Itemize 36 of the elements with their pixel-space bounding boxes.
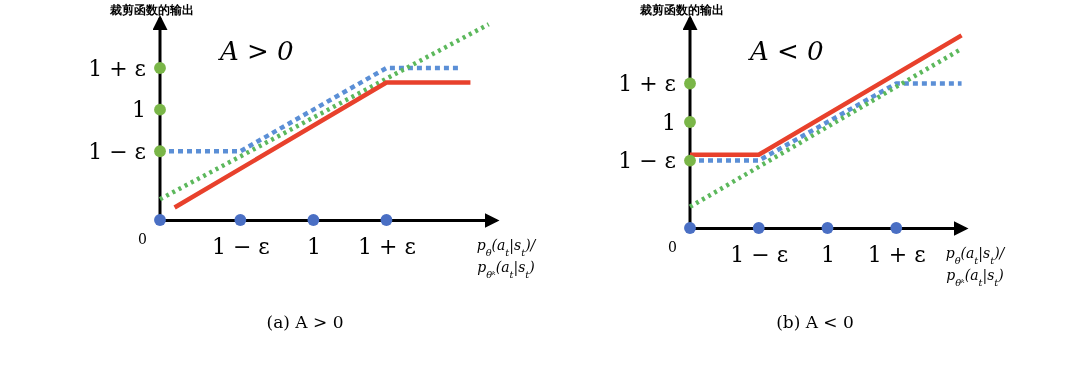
point [380,214,393,226]
point [684,116,696,128]
text: (b) A < 0 [776,312,854,332]
x-tick-label: 1 − ε [730,241,789,267]
annotation: A > 0 [218,36,294,66]
text: (a) A > 0 [266,312,344,332]
x-tick-label: 1 [821,241,835,267]
point [154,214,166,226]
point [821,222,834,234]
text: p$_{θ}$(a$_{t}$|s$_{t}$)/p$_{θᵏ}$(a$_{t}$|s$_{t}$) [945,245,1005,288]
x-tick-label: 1 + ε [867,241,926,267]
point [684,154,696,167]
y-tick-label: 1 − ε [618,148,676,174]
point [752,222,765,234]
y-tick-label: 1 [132,97,146,123]
text: 0 [668,239,677,255]
point [684,77,696,90]
text: 0 [138,231,147,247]
point [234,214,247,226]
annotation: A < 0 [748,36,824,66]
point [154,62,166,74]
point [684,222,696,234]
point [154,145,166,158]
x-tick-label: 1 [306,233,321,259]
x-tick-label: 1 − ε [211,233,270,259]
y-tick-label: 1 [662,109,676,135]
y-tick-label: 1 + ε [88,55,146,81]
text: p$_{θ}$(a$_{t}$|s$_{t}$)/p$_{θᵏ}$(a$_{t}$|s$_{t}$) [476,237,536,280]
y-axis-title: 裁剪函数的输出 [639,3,724,17]
y-tick-label: 1 + ε [618,71,676,97]
point [154,103,166,116]
point [307,214,320,226]
point [890,222,903,234]
x-tick-label: 1 + ε [358,233,416,259]
y-axis-title: 裁剪函数的输出 [109,3,194,17]
y-tick-label: 1 − ε [88,138,146,164]
